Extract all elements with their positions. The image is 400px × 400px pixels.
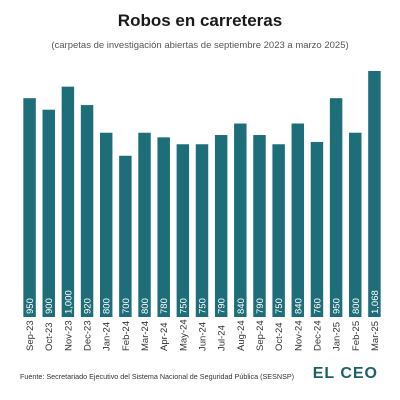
bar-value-label: 750 — [274, 298, 285, 314]
bar-labels-group: 950 900 1,000 920 800 700 800 780 750 750 790 840 79… — [25, 290, 381, 314]
bar-Apr-24 — [157, 137, 170, 317]
x-tick-label: Aug-24 — [236, 320, 247, 351]
brand-logo: EL CEO — [312, 365, 378, 382]
bar-value-label: 950 — [25, 298, 36, 314]
bar-value-label: 900 — [44, 298, 55, 314]
chart-subtitle: (carpetas de investigación abiertas de s… — [51, 40, 349, 51]
x-tick-label: Feb-25 — [351, 321, 362, 351]
x-tick-label: Jan-24 — [102, 322, 113, 351]
bar-Sep-23 — [23, 98, 36, 318]
x-tick-labels-group: Sep-23 Oct-23 Nov-23 Dec-23 Jan-24 Feb-24 Mar-… — [25, 319, 381, 351]
x-tick-label: May-24 — [178, 319, 189, 351]
x-tick-label: Sep-23 — [25, 320, 36, 351]
x-tick-label: Nov-24 — [293, 320, 304, 351]
bar-Aug-24 — [234, 123, 247, 318]
bar-value-label: 760 — [312, 298, 323, 314]
x-tick-label: Dec-24 — [312, 320, 323, 351]
bars-group — [23, 71, 381, 318]
x-tick-label: Jun-24 — [198, 322, 209, 351]
bar-Dec-24 — [310, 141, 324, 317]
x-tick-label: Mar-24 — [140, 321, 151, 351]
bar-value-label: 750 — [178, 298, 189, 314]
bar-value-label: 840 — [293, 298, 304, 314]
bar-Dec-23 — [80, 105, 94, 317]
bar-value-label: 780 — [159, 298, 170, 314]
bar-value-label: 1,000 — [63, 290, 74, 314]
bar-value-label: 920 — [83, 298, 94, 314]
bar-value-label: 950 — [332, 298, 343, 314]
chart-title: Robos en carreteras — [117, 11, 283, 30]
bar-value-label: 800 — [351, 298, 362, 314]
bar-Mar-25 — [368, 71, 381, 317]
x-tick-label: Dec-23 — [83, 320, 94, 351]
bar-Mar-24 — [138, 132, 151, 317]
bar-Jan-25 — [329, 98, 343, 318]
bar-Sep-24 — [253, 135, 266, 317]
x-tick-label: Jan-25 — [332, 322, 343, 351]
x-tick-label: Oct-24 — [274, 322, 285, 351]
bar-value-label: 800 — [140, 298, 151, 314]
bar-Jun-24 — [195, 144, 209, 317]
bar-Nov-24 — [291, 123, 305, 318]
bar-May-24 — [176, 144, 190, 317]
x-tick-label: Jul-24 — [217, 325, 228, 351]
bar-Jul-24 — [214, 135, 228, 317]
x-tick-label: Nov-23 — [63, 320, 74, 351]
bar-value-label: 1,068 — [370, 290, 381, 314]
x-tick-label: Apr-24 — [159, 322, 170, 351]
bar-Feb-25 — [349, 132, 362, 317]
bar-Feb-24 — [119, 155, 132, 317]
bar-value-label: 790 — [217, 298, 228, 314]
bar-value-label: 790 — [255, 298, 266, 314]
bar-value-label: 750 — [198, 298, 209, 314]
x-tick-label: Mar-25 — [370, 321, 381, 351]
bar-value-label: 700 — [121, 298, 132, 314]
x-tick-label: Oct-23 — [44, 322, 55, 351]
bar-value-label: 800 — [102, 298, 113, 314]
bar-Jan-24 — [99, 132, 113, 317]
x-tick-label: Sep-24 — [255, 320, 266, 351]
bar-Oct-24 — [272, 144, 285, 317]
bar-Nov-23 — [61, 86, 75, 317]
bar-value-label: 840 — [236, 298, 247, 314]
source-note: Fuente: Secretariado Ejecutivo del Siste… — [20, 372, 295, 381]
x-tick-label: Feb-24 — [121, 321, 132, 351]
bar-Oct-23 — [42, 109, 55, 317]
